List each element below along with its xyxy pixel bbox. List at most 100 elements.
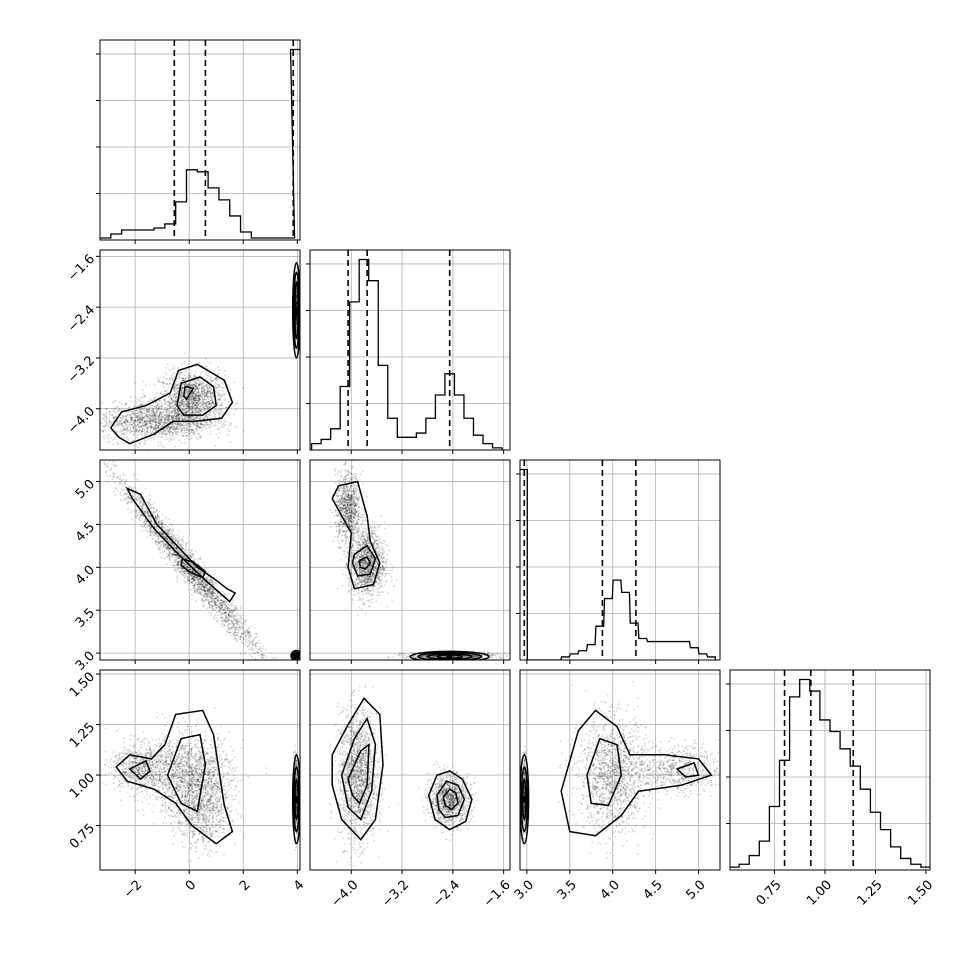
sample-point bbox=[181, 391, 183, 393]
sample-point bbox=[202, 423, 204, 426]
sample-point bbox=[181, 399, 184, 402]
sample-point bbox=[121, 433, 123, 436]
sample-point bbox=[181, 379, 184, 382]
sample-point bbox=[137, 423, 140, 426]
sample-point bbox=[195, 404, 198, 407]
sample-point bbox=[216, 386, 219, 389]
sample-point bbox=[163, 406, 166, 409]
sample-point bbox=[197, 395, 200, 398]
sample-point bbox=[181, 429, 184, 431]
sample-point bbox=[188, 415, 191, 418]
sample-point bbox=[194, 395, 197, 398]
sample-point bbox=[131, 410, 134, 413]
sample-point bbox=[169, 427, 172, 429]
sample-point bbox=[200, 373, 203, 375]
sample-point bbox=[181, 400, 184, 402]
sample-point bbox=[179, 425, 182, 428]
sample-point bbox=[219, 416, 221, 418]
sample-point bbox=[164, 400, 167, 403]
sample-point bbox=[185, 412, 188, 414]
sample-point bbox=[164, 436, 167, 439]
sample-point bbox=[195, 410, 198, 413]
sample-point bbox=[200, 409, 203, 412]
sample-point bbox=[248, 643, 251, 645]
sample-point bbox=[166, 395, 169, 397]
sample-point bbox=[144, 442, 146, 445]
sample-point bbox=[149, 397, 152, 400]
sample-point bbox=[227, 401, 230, 403]
sample-point bbox=[178, 385, 181, 387]
sample-point bbox=[193, 374, 196, 376]
sample-point bbox=[198, 384, 201, 387]
sample-point bbox=[203, 404, 206, 407]
sample-point bbox=[108, 419, 111, 422]
sample-point bbox=[134, 514, 137, 517]
sample-point bbox=[222, 625, 224, 628]
sample-point bbox=[196, 424, 199, 427]
sample-point bbox=[273, 657, 275, 660]
sample-point bbox=[199, 406, 202, 408]
sample-point bbox=[157, 377, 159, 380]
sample-point bbox=[190, 428, 192, 431]
sample-point bbox=[184, 417, 186, 420]
sample-point bbox=[187, 376, 189, 379]
sample-point bbox=[192, 409, 194, 411]
sample-point bbox=[173, 402, 176, 405]
sample-point bbox=[211, 380, 213, 383]
sample-point bbox=[186, 403, 189, 406]
sample-point bbox=[193, 424, 196, 426]
sample-point bbox=[181, 409, 184, 412]
sample-point bbox=[160, 408, 163, 411]
sample-point bbox=[160, 419, 163, 421]
sample-point bbox=[171, 417, 174, 419]
sample-point bbox=[174, 390, 177, 392]
sample-point bbox=[185, 407, 187, 410]
sample-point bbox=[121, 422, 124, 425]
sample-point bbox=[158, 403, 161, 406]
sample-point bbox=[181, 392, 184, 395]
sample-point bbox=[208, 414, 211, 416]
sample-point bbox=[181, 387, 184, 389]
sample-point bbox=[200, 382, 203, 385]
sample-point bbox=[131, 419, 133, 421]
sample-point bbox=[228, 411, 230, 414]
sample-point bbox=[154, 401, 157, 403]
sample-point bbox=[140, 430, 143, 433]
sample-point bbox=[160, 418, 162, 421]
sample-point bbox=[157, 421, 160, 423]
sample-point bbox=[136, 416, 139, 419]
sample-point bbox=[175, 417, 178, 420]
sample-point bbox=[213, 370, 216, 372]
sample-point bbox=[105, 417, 108, 420]
sample-point bbox=[179, 403, 181, 405]
sample-point bbox=[107, 441, 110, 444]
sample-point bbox=[134, 425, 137, 427]
sample-point bbox=[191, 393, 194, 396]
sample-point bbox=[193, 384, 196, 387]
sample-point bbox=[209, 392, 212, 394]
sample-point bbox=[176, 534, 179, 536]
sample-point bbox=[188, 389, 191, 392]
sample-point bbox=[203, 395, 206, 398]
sample-point bbox=[149, 422, 152, 425]
sample-point bbox=[150, 415, 153, 418]
sample-point bbox=[203, 401, 206, 403]
sample-point bbox=[173, 388, 175, 391]
sample-point bbox=[182, 379, 185, 382]
sample-point bbox=[219, 414, 222, 417]
sample-point bbox=[162, 428, 165, 431]
sample-point bbox=[174, 415, 177, 418]
sample-point bbox=[194, 396, 197, 399]
sample-point bbox=[221, 423, 224, 426]
sample-point bbox=[119, 498, 122, 501]
sample-point bbox=[184, 378, 187, 380]
sample-point bbox=[207, 403, 210, 406]
sample-point bbox=[208, 413, 210, 416]
sample-point bbox=[179, 422, 182, 425]
sample-point bbox=[171, 374, 174, 377]
sample-point bbox=[206, 406, 209, 409]
sample-point bbox=[192, 399, 195, 401]
sample-point bbox=[148, 422, 151, 425]
sample-point bbox=[178, 399, 181, 401]
sample-point bbox=[196, 438, 199, 440]
